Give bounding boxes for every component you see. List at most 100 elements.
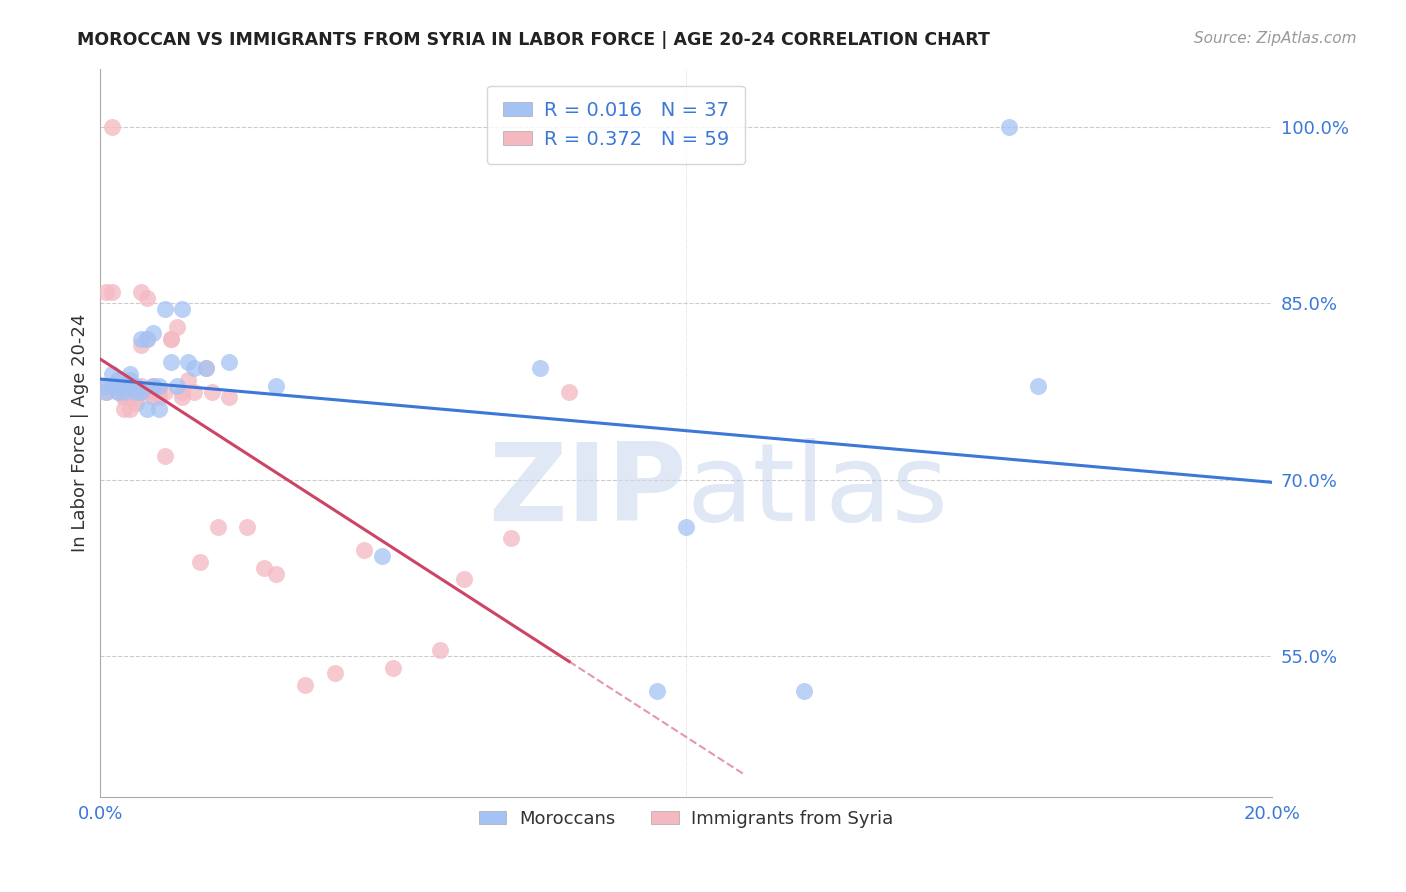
Point (264, 378, 287, 392)
Point (124, 396, 146, 410)
Point (142, 326, 165, 340)
Point (166, 378, 188, 392)
Point (172, 302, 194, 317)
Point (194, 361, 217, 376)
Point (142, 384, 165, 399)
Text: atlas: atlas (686, 438, 949, 544)
Point (159, 332, 181, 346)
Point (124, 378, 146, 392)
Point (353, 543, 375, 558)
Point (112, 378, 135, 392)
Point (101, 378, 124, 392)
Point (131, 332, 153, 346)
Point (107, 384, 129, 399)
Point (218, 391, 240, 405)
Text: MOROCCAN VS IMMIGRANTS FROM SYRIA IN LABOR FORCE | AGE 20-24 CORRELATION CHART: MOROCCAN VS IMMIGRANTS FROM SYRIA IN LAB… (77, 31, 990, 49)
Point (96, 384, 118, 399)
Point (148, 378, 170, 392)
Point (136, 291, 159, 305)
Point (118, 367, 141, 381)
Point (172, 384, 194, 399)
Point (96, 378, 118, 392)
Point (148, 391, 170, 405)
Point (101, 367, 124, 381)
Point (136, 332, 159, 346)
Point (96, 378, 118, 392)
Point (118, 378, 141, 392)
Point (142, 378, 165, 392)
Point (112, 378, 135, 392)
Text: Source: ZipAtlas.com: Source: ZipAtlas.com (1194, 31, 1357, 46)
Point (499, 532, 522, 546)
Point (264, 566, 287, 581)
Point (118, 391, 141, 405)
Point (107, 373, 129, 387)
Point (96, 384, 118, 399)
Point (177, 355, 200, 369)
Point (453, 573, 475, 587)
Point (323, 666, 346, 681)
Point (107, 378, 129, 392)
Point (118, 373, 141, 387)
Point (136, 384, 159, 399)
Point (793, 684, 815, 698)
Point (118, 384, 141, 399)
Point (136, 402, 159, 417)
Point (124, 384, 146, 399)
Point (96, 285, 118, 299)
Point (429, 643, 451, 657)
Point (148, 384, 170, 399)
Point (107, 384, 129, 399)
Point (131, 384, 153, 399)
Point (142, 391, 165, 405)
Point (148, 402, 170, 417)
Point (142, 378, 165, 392)
Point (124, 391, 146, 405)
Point (101, 120, 124, 135)
Point (294, 678, 316, 692)
Point (183, 384, 205, 399)
Point (218, 355, 240, 369)
Point (153, 384, 176, 399)
Point (118, 402, 141, 417)
Point (207, 519, 229, 533)
Point (188, 555, 211, 569)
Point (183, 361, 205, 376)
Point (153, 302, 176, 317)
Point (997, 120, 1019, 135)
Point (172, 391, 194, 405)
Point (159, 355, 181, 369)
Text: ZIP: ZIP (488, 438, 686, 544)
Point (558, 384, 581, 399)
Point (201, 384, 224, 399)
Point (112, 391, 135, 405)
Point (112, 402, 135, 417)
Point (131, 337, 153, 351)
Point (529, 361, 551, 376)
Point (382, 660, 405, 674)
Point (118, 378, 141, 392)
Point (107, 378, 129, 392)
Y-axis label: In Labor Force | Age 20-24: In Labor Force | Age 20-24 (72, 313, 89, 552)
Point (136, 332, 159, 346)
Point (118, 384, 141, 399)
Point (153, 449, 176, 463)
Point (645, 684, 668, 698)
Point (253, 560, 276, 574)
Point (159, 332, 181, 346)
Point (112, 384, 135, 399)
Point (1026, 378, 1049, 392)
Point (131, 285, 153, 299)
Point (194, 361, 217, 376)
Point (101, 285, 124, 299)
Point (236, 519, 259, 533)
Point (112, 391, 135, 405)
Point (675, 519, 697, 533)
Point (131, 378, 153, 392)
Point (124, 384, 146, 399)
Point (112, 384, 135, 399)
Point (370, 549, 392, 563)
Point (101, 378, 124, 392)
Point (166, 320, 188, 334)
Legend: Moroccans, Immigrants from Syria: Moroccans, Immigrants from Syria (472, 803, 901, 835)
